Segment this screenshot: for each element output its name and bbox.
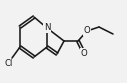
Text: N: N	[44, 23, 50, 33]
Text: O: O	[84, 26, 90, 36]
Text: Cl: Cl	[5, 60, 13, 68]
Text: O: O	[81, 48, 87, 58]
